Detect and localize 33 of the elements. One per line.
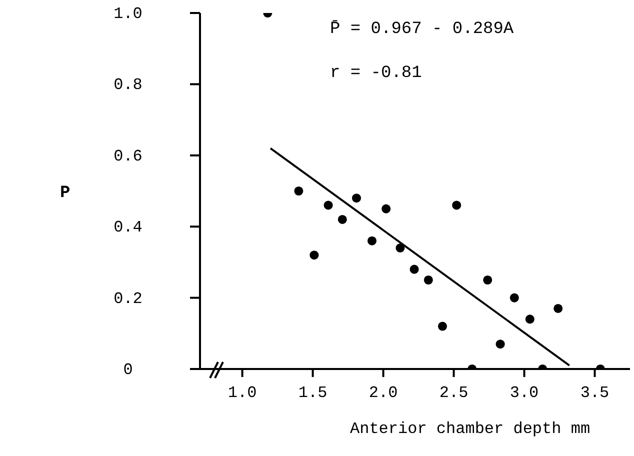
x-tick-label: 1.5	[298, 384, 328, 402]
point	[396, 243, 405, 252]
point	[294, 186, 304, 196]
point	[483, 275, 492, 285]
point	[496, 340, 505, 349]
annotation: r = -0.81	[330, 64, 422, 83]
point	[452, 200, 462, 210]
point	[438, 322, 448, 331]
point	[424, 275, 433, 285]
annotation: P̄ = 0.967 - 0.289A	[330, 20, 514, 39]
y-tick-label: 0.6	[114, 147, 142, 166]
point	[367, 236, 377, 246]
y-tick-label: 0	[123, 361, 133, 379]
x-tick-label: 2.5	[439, 384, 468, 402]
point	[410, 264, 419, 274]
x-tick-label: 3.5	[580, 384, 610, 402]
y-axis-title: P	[60, 184, 70, 204]
point	[324, 200, 333, 210]
point	[352, 194, 362, 203]
point	[382, 204, 391, 214]
x-axis-title: Anterior chamber depth mm	[350, 420, 590, 438]
y-tick-label: 0.8	[114, 76, 142, 94]
x-tick-label: 1.0	[228, 384, 257, 402]
x-tick-label: 3.0	[510, 384, 539, 402]
y-tick-label: 0.4	[114, 218, 142, 237]
y-tick-label: 1.0	[114, 5, 142, 23]
x-tick-label: 2.0	[368, 384, 398, 402]
point	[525, 314, 534, 324]
point	[554, 304, 563, 313]
point	[310, 250, 319, 260]
point	[510, 293, 519, 302]
y-tick-label: 0.2	[114, 290, 142, 308]
point	[338, 214, 347, 224]
